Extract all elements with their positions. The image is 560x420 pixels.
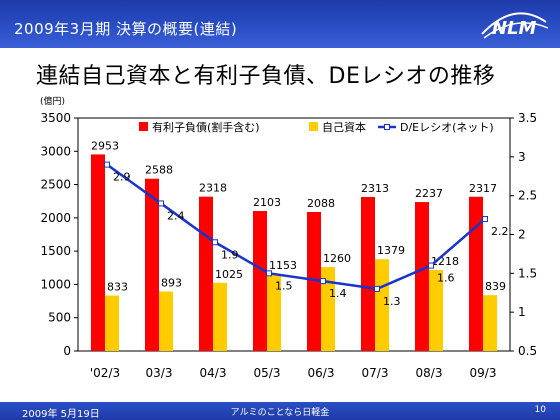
y-axis-tick-label: 1000 — [40, 277, 71, 291]
y-axis-tick-label: 1500 — [40, 244, 71, 258]
equity-data-label: 1025 — [215, 268, 243, 281]
debt-bar — [361, 197, 375, 351]
debt-data-label: 2588 — [145, 164, 173, 177]
equity-data-label: 833 — [107, 281, 128, 294]
equity-bar — [267, 274, 281, 351]
y2-axis-tick-label: 1 — [518, 305, 526, 319]
debt-data-label: 2103 — [253, 196, 281, 209]
y-axis-tick-label: 2000 — [40, 211, 71, 225]
x-axis-category-label: 03/3 — [146, 366, 173, 380]
de-ratio-data-label: 1.9 — [221, 248, 239, 261]
debt-data-label: 2953 — [91, 139, 119, 152]
de-ratio-point — [158, 200, 164, 207]
debt-data-label: 2088 — [307, 197, 335, 210]
company-logo: NLM — [481, 12, 549, 39]
legend-swatch-equity — [309, 122, 318, 131]
x-axis-category-label: 08/3 — [416, 366, 443, 380]
chart-area: 0 500 1000 1500 2000 2500 3000 3500 0.5 1 1.5 2 2.5 3… — [40, 95, 537, 380]
y2-axis-tick-label: 3.5 — [518, 111, 537, 125]
de-ratio-point — [482, 215, 488, 222]
debt-bar — [199, 196, 213, 351]
equity-data-label: 1260 — [323, 252, 351, 265]
y2-axis-tick-label: 1.5 — [518, 266, 537, 280]
y-axis-tick-label: 3500 — [40, 111, 71, 125]
legend-label-equity: 自己資本 — [322, 120, 366, 134]
y2-axis-tick-label: 3 — [518, 150, 526, 164]
page-number: 10 — [534, 405, 546, 415]
de-ratio-data-label: 1.4 — [329, 287, 347, 300]
x-axis-category-label: 06/3 — [308, 366, 335, 380]
y2-axis-tick-label: 2.5 — [518, 189, 537, 203]
equity-bar — [321, 267, 335, 351]
header-title: 2009年3月期 決算の概要(連結) — [14, 20, 238, 38]
de-ratio-point — [104, 161, 110, 168]
x-axis-category-label: '02/3 — [90, 366, 120, 380]
equity-data-label: 839 — [485, 280, 506, 293]
legend-label-debt: 有利子負債(割手含む) — [152, 120, 260, 134]
debt-data-label: 2237 — [415, 187, 443, 200]
equity-bar — [105, 295, 119, 351]
debt-bar — [145, 178, 159, 351]
equity-data-label: 1379 — [377, 244, 405, 257]
de-ratio-data-label: 2.2 — [491, 225, 509, 238]
de-ratio-data-label: 1.3 — [383, 295, 401, 308]
x-axis-category-label: 05/3 — [254, 366, 281, 380]
x-axis-category-label: 09/3 — [470, 366, 497, 380]
y-axis-tick-label: 500 — [48, 311, 71, 325]
de-ratio-data-label: 2.4 — [167, 209, 185, 222]
debt-data-label: 2317 — [469, 182, 497, 195]
debt-bar — [469, 196, 483, 351]
y-axis-tick-label: 2500 — [40, 178, 71, 192]
legend-swatch-debt — [139, 122, 148, 131]
slide-footer: 2009年 5月19日 アルミのことなら日軽金 10 — [0, 402, 560, 420]
y-axis-tick-label: 0 — [63, 344, 71, 358]
debt-bar — [253, 211, 267, 351]
de-ratio-point — [266, 270, 272, 277]
de-ratio-point — [374, 285, 380, 292]
plot-frame — [77, 117, 511, 352]
de-ratio-line — [106, 163, 486, 291]
y2-axis-tick-label: 0.5 — [518, 344, 537, 358]
slide-title: 連結自己資本と有利子負債、DEレシオの推移 — [36, 64, 496, 89]
svg-text:NLM: NLM — [492, 18, 537, 39]
equity-data-label: 893 — [161, 277, 182, 290]
equity-bar — [483, 295, 497, 351]
de-ratio-point — [212, 239, 218, 246]
equity-bar — [375, 259, 389, 351]
slide-header: 2009年3月期 決算の概要(連結) NLM — [0, 0, 560, 48]
de-ratio-point — [320, 278, 326, 285]
de-ratio-data-label: 1.5 — [275, 279, 293, 292]
equity-bar — [213, 282, 227, 351]
debt-data-label: 2318 — [199, 182, 227, 195]
equity-bar — [159, 291, 173, 351]
y-axis-unit-label: (億円) — [40, 95, 65, 107]
de-ratio-data-label: 2.9 — [113, 171, 131, 184]
debt-bar — [415, 202, 429, 351]
equity-bar — [429, 269, 443, 351]
legend-marker-de-ratio — [384, 124, 390, 130]
debt-bar — [91, 154, 105, 351]
de-ratio-point — [428, 262, 434, 269]
debt-bar — [307, 211, 321, 351]
x-axis-category-label: 07/3 — [362, 366, 389, 380]
y-axis-tick-label: 3000 — [40, 144, 71, 158]
legend-label-de-ratio: D/Eレシオ(ネット) — [400, 121, 494, 134]
footer-date: 2009年 5月19日 — [22, 409, 100, 420]
equity-data-label: 1153 — [269, 259, 297, 272]
x-axis-category-label: 04/3 — [200, 366, 227, 380]
y2-axis-tick-label: 2 — [518, 228, 526, 242]
de-ratio-data-label: 1.6 — [437, 272, 455, 285]
debt-data-label: 2313 — [361, 182, 389, 195]
footer-company: アルミのことなら日軽金 — [230, 408, 330, 418]
